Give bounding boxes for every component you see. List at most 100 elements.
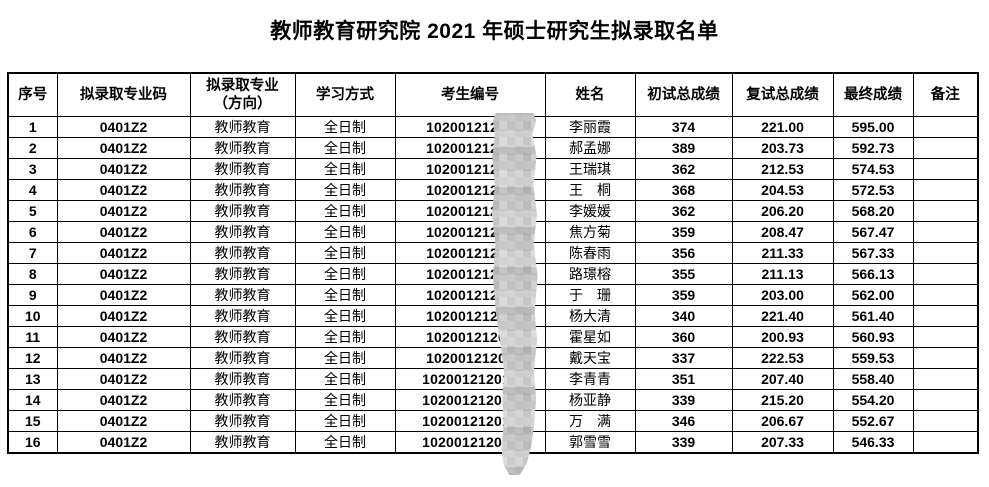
cell-final: 595.00: [832, 115, 914, 138]
table-row: 1 0401Z2 教师教育 全日制 10200121201 李丽霞 374 221.00 595…: [7, 115, 979, 138]
table-row: 16 0401Z2 教师教育 全日制 102001212019 郭雪雪 339 207.33 5…: [7, 430, 979, 453]
cell-retest: 203.73: [731, 136, 834, 159]
cell-retest: 221.00: [731, 115, 834, 138]
cell-note: [912, 241, 979, 264]
cell-no: 6: [7, 220, 58, 243]
cell-note: [912, 430, 979, 453]
cell-no: 7: [7, 241, 58, 264]
cell-major: 教师教育: [189, 409, 296, 432]
cell-final: 561.40: [832, 304, 914, 327]
cell-final: 558.40: [832, 367, 914, 390]
cell-major: 教师教育: [189, 199, 296, 222]
table-body: 1 0401Z2 教师教育 全日制 10200121201 李丽霞 374 221.00 595…: [7, 115, 979, 453]
cell-code: 0401Z2: [56, 409, 191, 432]
cell-initial: 340: [634, 304, 733, 327]
table-row: 14 0401Z2 教师教育 全日制 102001212019 杨亚静 339 215.20 5…: [7, 388, 979, 411]
cell-note: [912, 262, 979, 285]
cell-note: [912, 136, 979, 159]
table-row: 7 0401Z2 教师教育 全日制 10200121201 陈春雨 356 211.33 567…: [7, 241, 979, 264]
cell-retest: 208.47: [731, 220, 834, 243]
cell-retest: 206.20: [731, 199, 834, 222]
table-header-row: 序号 拟录取专业码 拟录取专业 （方向） 学习方式 考生编号 姓名 初试总成绩 复试总成绩 最终…: [7, 72, 979, 117]
cell-mode: 全日制: [294, 388, 396, 411]
cell-final: 572.53: [832, 178, 914, 201]
cell-name: 郝孟娜: [544, 136, 636, 159]
cell-major: 教师教育: [189, 136, 296, 159]
cell-note: [912, 199, 979, 222]
cell-code: 0401Z2: [56, 241, 191, 264]
cell-retest: 204.53: [731, 178, 834, 201]
cell-code: 0401Z2: [56, 136, 191, 159]
cell-initial: 337: [634, 346, 733, 369]
cell-mode: 全日制: [294, 430, 396, 453]
cell-code: 0401Z2: [56, 283, 191, 306]
cell-name: 戴天宝: [544, 346, 636, 369]
cell-initial: 339: [634, 388, 733, 411]
cell-initial: 339: [634, 430, 733, 453]
cell-no: 16: [7, 430, 58, 453]
cell-code: 0401Z2: [56, 346, 191, 369]
cell-final: 562.00: [832, 283, 914, 306]
cell-initial: 374: [634, 115, 733, 138]
cell-major: 教师教育: [189, 346, 296, 369]
cell-initial: 362: [634, 157, 733, 180]
cell-retest: 206.67: [731, 409, 834, 432]
cell-mode: 全日制: [294, 136, 396, 159]
table-row: 13 0401Z2 教师教育 全日制 102001212019 李青青 351 207.40 5…: [7, 367, 979, 390]
cell-mode: 全日制: [294, 199, 396, 222]
cell-retest: 211.13: [731, 262, 834, 285]
cell-code: 0401Z2: [56, 388, 191, 411]
cell-mode: 全日制: [294, 283, 396, 306]
cell-mode: 全日制: [294, 178, 396, 201]
cell-note: [912, 220, 979, 243]
cell-mode: 全日制: [294, 241, 396, 264]
cell-mode: 全日制: [294, 409, 396, 432]
cell-code: 0401Z2: [56, 220, 191, 243]
cell-no: 3: [7, 157, 58, 180]
cell-no: 15: [7, 409, 58, 432]
cell-final: 568.20: [832, 199, 914, 222]
cell-retest: 215.20: [731, 388, 834, 411]
page-title: 教师教育研究院 2021 年硕士研究生拟录取名单: [270, 20, 719, 43]
cell-retest: 207.33: [731, 430, 834, 453]
cell-name: 王 桐: [544, 178, 636, 201]
cell-final: 554.20: [832, 388, 914, 411]
table-row: 4 0401Z2 教师教育 全日制 10200121201 王 桐 368 204.53 572…: [7, 178, 979, 201]
cell-name: 李媛媛: [544, 199, 636, 222]
cell-initial: 355: [634, 262, 733, 285]
table-row: 6 0401Z2 教师教育 全日制 10200121201 焦方菊 359 208.47 567…: [7, 220, 979, 243]
table-row: 3 0401Z2 教师教育 全日制 10200121201 王瑞琪 362 212.53 574…: [7, 157, 979, 180]
cell-mode: 全日制: [294, 157, 396, 180]
column-header-initial: 初试总成绩: [634, 72, 733, 117]
cell-no: 9: [7, 283, 58, 306]
cell-final: 592.73: [832, 136, 914, 159]
cell-initial: 359: [634, 283, 733, 306]
cell-major: 教师教育: [189, 220, 296, 243]
cell-name: 郭雪雪: [544, 430, 636, 453]
cell-mode: 全日制: [294, 220, 396, 243]
cell-major: 教师教育: [189, 367, 296, 390]
table-row: 9 0401Z2 教师教育 全日制 10200121201 于 珊 359 203.00 562…: [7, 283, 979, 306]
cell-major: 教师教育: [189, 178, 296, 201]
cell-no: 1: [7, 115, 58, 138]
table-row: 12 0401Z2 教师教育 全日制 10200121201 戴天宝 337 222.53 55…: [7, 346, 979, 369]
cell-name: 路璟榕: [544, 262, 636, 285]
cell-mode: 全日制: [294, 115, 396, 138]
cell-name: 李丽霞: [544, 115, 636, 138]
cell-no: 12: [7, 346, 58, 369]
column-header-name: 姓名: [544, 72, 636, 117]
cell-code: 0401Z2: [56, 199, 191, 222]
cell-code: 0401Z2: [56, 115, 191, 138]
cell-no: 13: [7, 367, 58, 390]
admission-list-table: 序号 拟录取专业码 拟录取专业 （方向） 学习方式 考生编号 姓名 初试总成绩 复试总成绩 最终…: [7, 72, 979, 454]
cell-mode: 全日制: [294, 325, 396, 348]
cell-major: 教师教育: [189, 157, 296, 180]
cell-major: 教师教育: [189, 388, 296, 411]
cell-code: 0401Z2: [56, 325, 191, 348]
cell-initial: 360: [634, 325, 733, 348]
cell-final: 560.93: [832, 325, 914, 348]
cell-no: 4: [7, 178, 58, 201]
cell-initial: 351: [634, 367, 733, 390]
cell-retest: 212.53: [731, 157, 834, 180]
